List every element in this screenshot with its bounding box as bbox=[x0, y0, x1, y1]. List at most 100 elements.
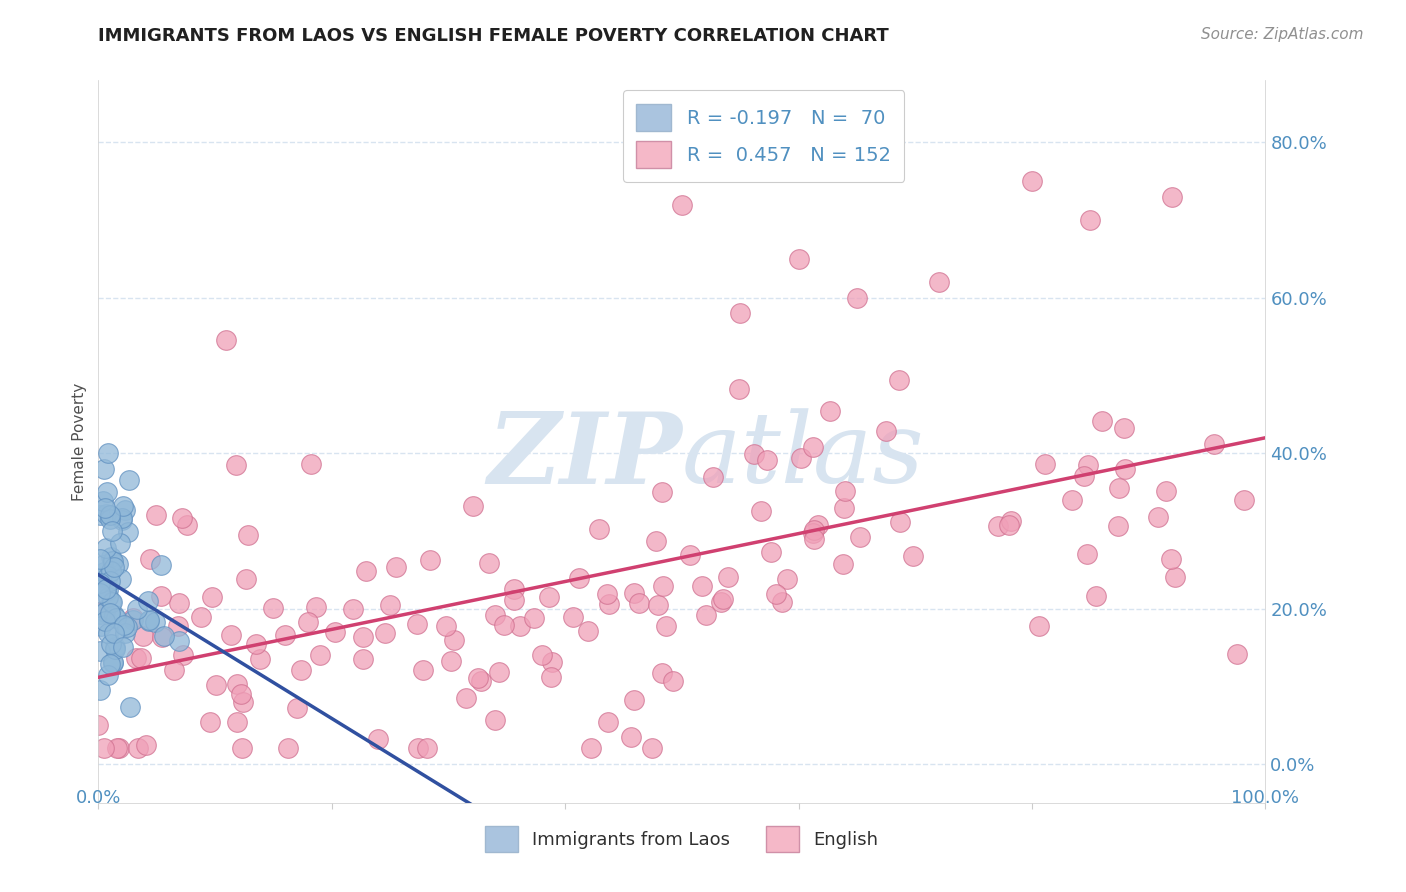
Point bbox=[744, 447, 766, 461]
Point bbox=[454, 690, 477, 705]
Point bbox=[1107, 518, 1129, 533]
Point bbox=[651, 666, 673, 681]
Text: 0.0%: 0.0% bbox=[76, 789, 121, 807]
Text: ZIP: ZIP bbox=[486, 408, 682, 504]
Point bbox=[901, 549, 924, 564]
Point bbox=[1226, 647, 1249, 661]
Point bbox=[105, 741, 128, 756]
Point bbox=[997, 517, 1019, 532]
Point bbox=[98, 512, 121, 526]
Point bbox=[127, 741, 149, 756]
Point bbox=[104, 640, 127, 654]
Point bbox=[531, 648, 554, 663]
Point bbox=[93, 569, 115, 583]
Point bbox=[100, 595, 122, 609]
Point bbox=[149, 589, 172, 603]
Point bbox=[647, 599, 669, 613]
Point bbox=[114, 502, 136, 516]
Point bbox=[352, 630, 374, 644]
Point bbox=[103, 626, 125, 640]
Point bbox=[138, 615, 160, 629]
Point bbox=[751, 503, 773, 517]
Point bbox=[121, 613, 143, 627]
Point bbox=[1033, 457, 1056, 471]
Point bbox=[90, 619, 112, 633]
Point bbox=[94, 507, 117, 521]
Point bbox=[434, 619, 457, 633]
Point bbox=[579, 741, 602, 756]
Point bbox=[645, 534, 668, 549]
Point bbox=[538, 591, 561, 605]
Point bbox=[172, 648, 194, 663]
Point bbox=[131, 629, 153, 643]
Point bbox=[1204, 437, 1226, 451]
Point bbox=[98, 606, 121, 620]
Point bbox=[1161, 190, 1184, 204]
Point bbox=[419, 553, 441, 567]
Point bbox=[94, 605, 117, 619]
Point bbox=[235, 572, 257, 586]
Point bbox=[803, 523, 825, 537]
Point bbox=[101, 595, 124, 609]
Point bbox=[832, 500, 855, 515]
Point bbox=[651, 579, 673, 593]
Point bbox=[87, 718, 110, 732]
Point bbox=[112, 500, 135, 514]
Point bbox=[249, 652, 271, 666]
Point bbox=[384, 559, 406, 574]
Point bbox=[730, 306, 752, 320]
Point bbox=[138, 614, 160, 628]
Point bbox=[1076, 548, 1098, 562]
Point bbox=[1154, 483, 1177, 498]
Point bbox=[98, 657, 121, 671]
Point bbox=[120, 700, 142, 714]
Point bbox=[115, 620, 138, 634]
Point bbox=[176, 517, 198, 532]
Point bbox=[801, 526, 824, 541]
Point bbox=[470, 674, 492, 689]
Point bbox=[928, 275, 950, 289]
Point bbox=[695, 607, 717, 622]
Point bbox=[104, 641, 127, 656]
Point bbox=[100, 564, 122, 578]
Point bbox=[89, 643, 111, 657]
Point bbox=[323, 625, 346, 640]
Point bbox=[568, 571, 591, 585]
Y-axis label: Female Poverty: Female Poverty bbox=[72, 383, 87, 500]
Text: IMMIGRANTS FROM LAOS VS ENGLISH FEMALE POVERTY CORRELATION CHART: IMMIGRANTS FROM LAOS VS ENGLISH FEMALE P… bbox=[98, 27, 889, 45]
Point bbox=[305, 600, 328, 615]
Point bbox=[97, 568, 120, 582]
Point bbox=[108, 741, 131, 756]
Point bbox=[1028, 619, 1050, 633]
Point bbox=[627, 596, 650, 610]
Text: atlas: atlas bbox=[682, 409, 925, 504]
Point bbox=[107, 557, 129, 571]
Point bbox=[509, 618, 531, 632]
Point bbox=[523, 611, 546, 625]
Point bbox=[728, 382, 751, 396]
Point bbox=[229, 687, 252, 701]
Point bbox=[94, 500, 117, 515]
Point bbox=[91, 558, 114, 572]
Point bbox=[121, 611, 143, 625]
Point bbox=[93, 741, 115, 756]
Point bbox=[540, 670, 562, 684]
Point bbox=[118, 474, 141, 488]
Point bbox=[201, 590, 224, 604]
Point bbox=[467, 671, 489, 685]
Point bbox=[832, 557, 855, 571]
Point bbox=[678, 548, 700, 562]
Point bbox=[101, 554, 124, 568]
Point bbox=[167, 596, 190, 610]
Point bbox=[277, 741, 299, 756]
Point bbox=[89, 683, 111, 698]
Point bbox=[875, 424, 897, 438]
Point bbox=[598, 597, 620, 611]
Point bbox=[103, 607, 125, 622]
Point bbox=[484, 713, 506, 727]
Point bbox=[461, 499, 484, 513]
Point bbox=[163, 663, 186, 677]
Point bbox=[502, 593, 524, 607]
Point bbox=[1085, 589, 1108, 603]
Text: Source: ZipAtlas.com: Source: ZipAtlas.com bbox=[1201, 27, 1364, 42]
